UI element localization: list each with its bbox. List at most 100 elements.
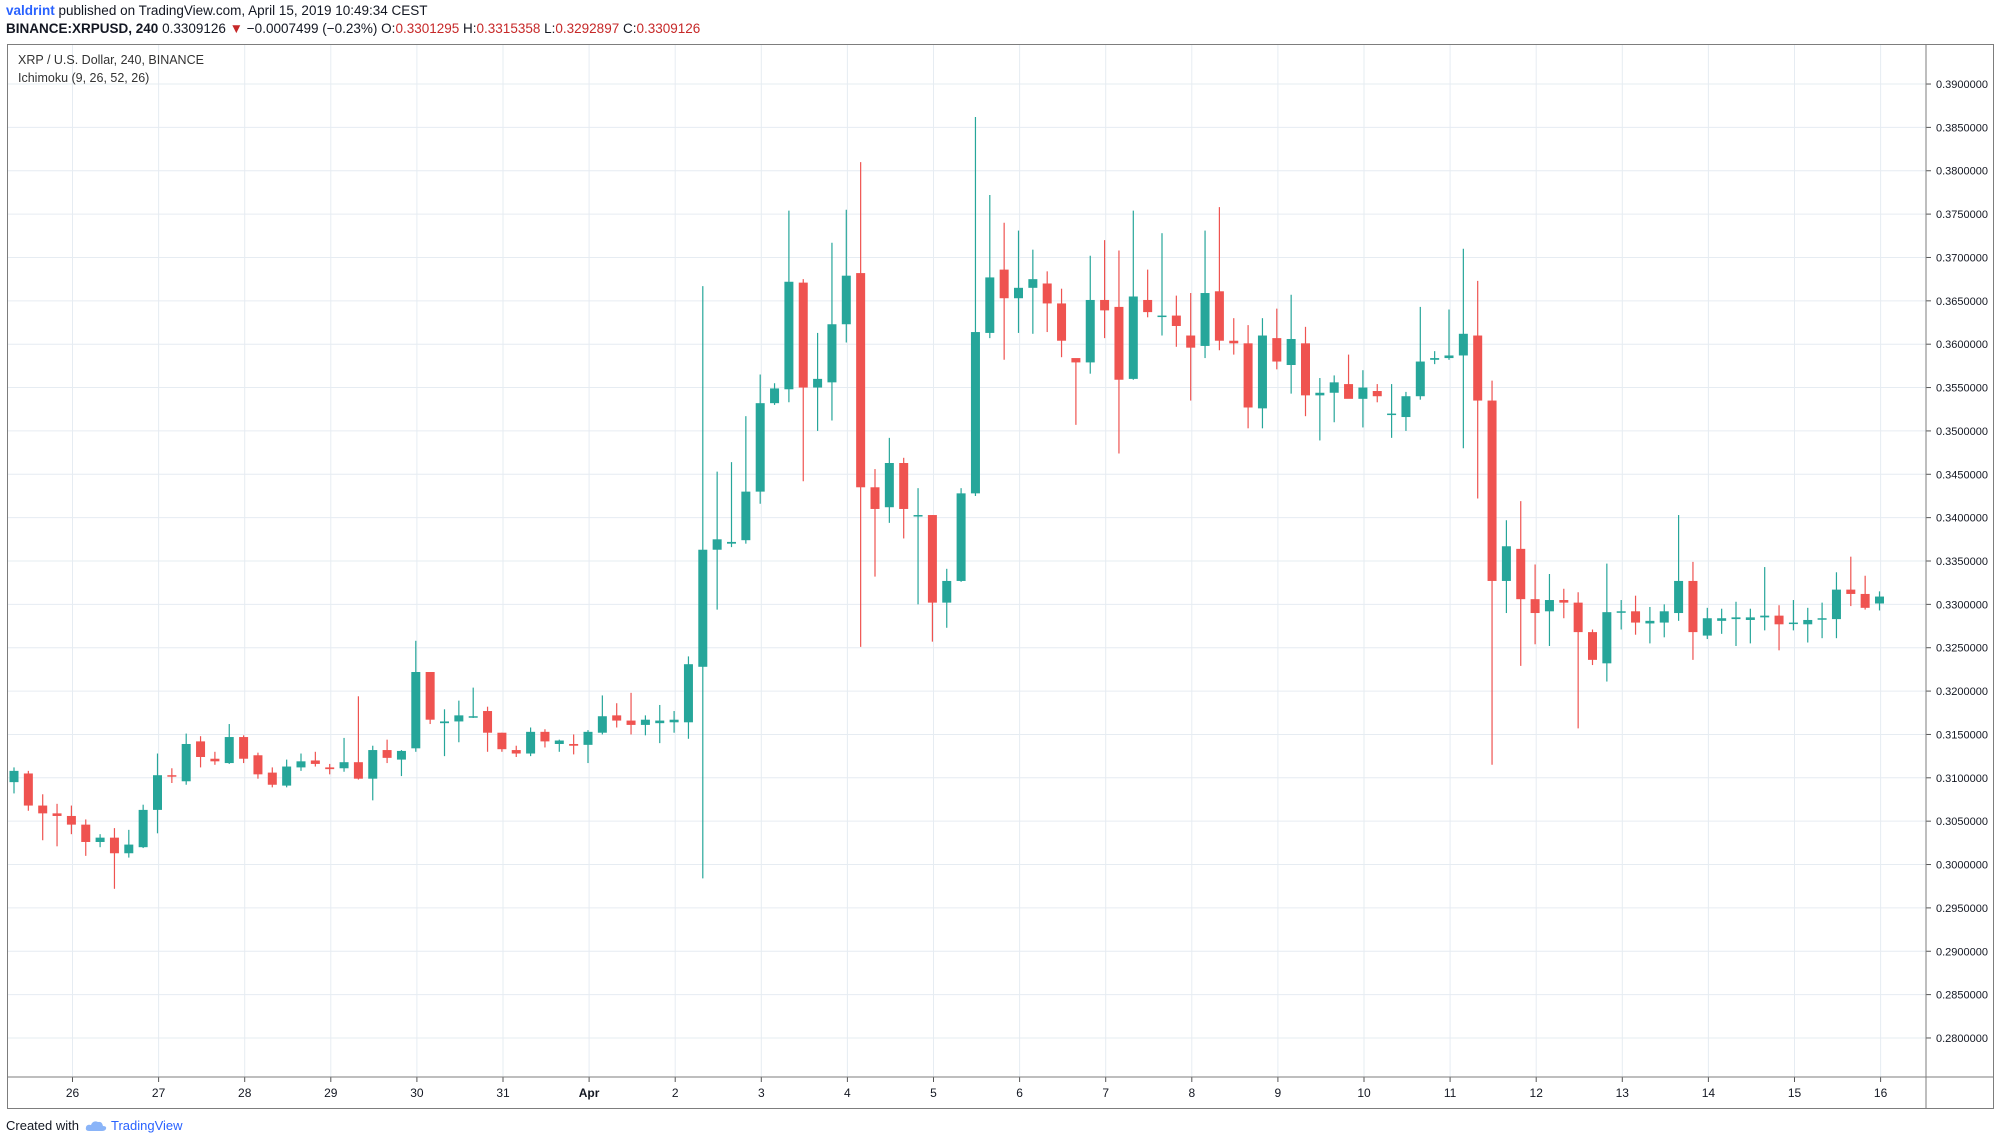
candle-down[interactable] [267, 772, 277, 785]
candle-down[interactable] [310, 760, 320, 764]
candle-down[interactable] [1301, 343, 1310, 396]
candle-up[interactable] [1731, 617, 1741, 620]
candle-up[interactable] [956, 493, 966, 581]
candle-down[interactable] [167, 775, 177, 777]
candle-up[interactable] [1387, 413, 1397, 416]
candle-up[interactable] [1717, 618, 1727, 621]
candle-up[interactable] [913, 515, 923, 517]
candle-up[interactable] [884, 463, 894, 508]
candle-down[interactable] [325, 767, 335, 770]
candle-down[interactable] [1272, 338, 1282, 362]
candle-down[interactable] [1688, 580, 1698, 633]
candle-up[interactable] [1674, 580, 1684, 614]
candle-down[interactable] [38, 805, 48, 814]
candle-down[interactable] [253, 755, 263, 775]
candle-up[interactable] [468, 716, 478, 718]
candle-down[interactable] [1372, 391, 1382, 397]
chart-frame[interactable]: 0.3900000 0.3850000 0.3800000 0.3750000 0.37… [7, 44, 1994, 1109]
candle-up[interactable] [1085, 299, 1095, 363]
candle-up[interactable] [1014, 287, 1023, 299]
candle-up[interactable] [841, 275, 851, 325]
candle-up[interactable] [454, 715, 464, 722]
candle-down[interactable] [1588, 632, 1597, 660]
candle-down[interactable] [1114, 306, 1124, 380]
candle-up[interactable] [712, 539, 722, 550]
candle-up[interactable] [970, 332, 980, 494]
candle-down[interactable] [999, 269, 1009, 299]
candle-up[interactable] [813, 378, 823, 388]
candle-up[interactable] [770, 388, 780, 404]
candle-down[interactable] [511, 750, 521, 754]
candle-down[interactable] [1186, 335, 1196, 348]
candle-down[interactable] [798, 282, 808, 388]
candlestick-chart[interactable]: 0.3900000 0.3850000 0.3800000 0.3750000 0.37… [8, 45, 1993, 1108]
candle-down[interactable] [425, 672, 435, 720]
candle-up[interactable] [1028, 279, 1038, 288]
candle-down[interactable] [927, 515, 937, 603]
candle-down[interactable] [497, 732, 507, 750]
candle-down[interactable] [1243, 343, 1253, 408]
tradingview-brand[interactable]: TradingView [110, 1118, 183, 1133]
candle-down[interactable] [196, 741, 206, 757]
candle-up[interactable] [181, 743, 191, 782]
candle-up[interactable] [1602, 612, 1612, 664]
candle-up[interactable] [554, 740, 564, 744]
legend-indicator[interactable]: Ichimoku (9, 26, 52, 26) [18, 71, 150, 85]
candle-up[interactable] [698, 549, 708, 667]
candle-down[interactable] [626, 720, 636, 725]
candle-down[interactable] [899, 463, 909, 509]
candle-down[interactable] [1042, 283, 1052, 304]
candle-down[interactable] [1860, 593, 1870, 608]
candle-down[interactable] [612, 715, 622, 721]
candle-up[interactable] [224, 737, 234, 764]
candle-up[interactable] [1659, 611, 1669, 623]
candle-up[interactable] [1831, 589, 1841, 620]
author-name[interactable]: valdrint [6, 3, 55, 18]
candle-down[interactable] [870, 487, 880, 509]
candle-up[interactable] [296, 761, 306, 768]
candle-up[interactable] [640, 719, 650, 725]
candle-up[interactable] [1616, 611, 1626, 613]
candle-down[interactable] [239, 737, 249, 759]
candle-up[interactable] [153, 775, 162, 810]
candle-up[interactable] [440, 721, 449, 724]
candle-up[interactable] [124, 844, 134, 854]
candle-up[interactable] [1358, 387, 1368, 399]
candle-up[interactable] [1430, 358, 1440, 360]
candle-up[interactable] [727, 541, 736, 544]
candle-down[interactable] [569, 743, 579, 746]
candle-down[interactable] [1559, 600, 1569, 603]
candle-down[interactable] [1143, 299, 1153, 313]
candle-down[interactable] [540, 731, 550, 742]
candle-up[interactable] [1128, 296, 1138, 379]
candle-up[interactable] [282, 766, 292, 786]
candle-down[interactable] [1487, 400, 1497, 581]
candle-up[interactable] [1645, 620, 1655, 624]
candle-up[interactable] [1544, 600, 1554, 612]
candle-down[interactable] [1229, 340, 1239, 344]
candle-up[interactable] [1315, 392, 1325, 396]
candle-down[interactable] [1530, 599, 1540, 614]
candle-down[interactable] [210, 758, 220, 762]
candle-down[interactable] [52, 813, 62, 816]
candle-up[interactable] [1458, 333, 1468, 356]
candle-down[interactable] [66, 815, 76, 825]
candle-up[interactable] [1745, 617, 1755, 620]
candle-up[interactable] [1329, 382, 1339, 393]
candle-up[interactable] [1257, 335, 1267, 409]
candle-up[interactable] [597, 716, 607, 733]
candle-up[interactable] [669, 719, 679, 723]
candle-up[interactable] [985, 277, 995, 333]
candle-up[interactable] [1501, 546, 1511, 581]
candle-up[interactable] [741, 491, 751, 541]
candle-up[interactable] [942, 580, 952, 603]
candle-up[interactable] [1875, 596, 1884, 604]
candle-up[interactable] [368, 750, 378, 779]
candle-down[interactable] [81, 824, 91, 842]
candle-up[interactable] [1803, 619, 1813, 625]
candle-up[interactable] [1157, 315, 1167, 318]
candle-up[interactable] [583, 731, 593, 745]
candle-up[interactable] [138, 809, 148, 848]
candle-down[interactable] [1071, 358, 1081, 363]
candle-down[interactable] [1631, 611, 1641, 623]
